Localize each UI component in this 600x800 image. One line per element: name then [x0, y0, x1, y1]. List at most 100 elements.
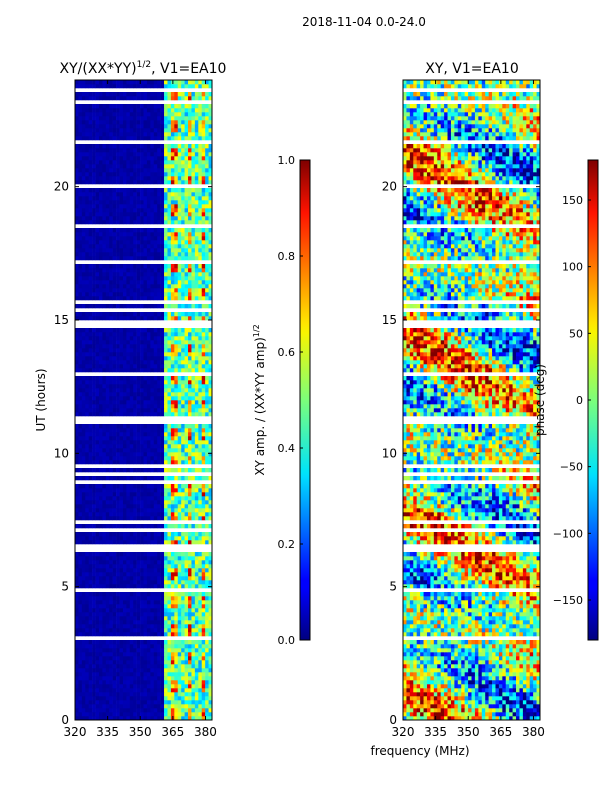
heatmap-cell [75, 552, 79, 557]
heatmap-cell [201, 188, 206, 193]
heatmap-cell [129, 696, 134, 701]
heatmap-cell [188, 504, 192, 509]
heatmap-cell [122, 672, 127, 677]
heatmap-cell [181, 180, 185, 185]
heatmap-cell [95, 176, 100, 181]
heatmap-cell [129, 404, 134, 409]
heatmap-cell [95, 288, 100, 293]
heatmap-cell [140, 500, 144, 505]
heatmap-cell [133, 148, 137, 153]
heatmap-cell [119, 580, 124, 585]
heatmap-cell [102, 348, 107, 353]
heatmap-cell [208, 156, 213, 161]
heatmap-cell [126, 428, 131, 433]
heatmap-cell [188, 292, 192, 297]
heatmap-cell [98, 552, 103, 557]
heatmap-cell [160, 484, 165, 489]
heatmap-cell [105, 580, 110, 585]
heatmap-cell [167, 216, 172, 221]
heatmap-cell [81, 624, 86, 629]
heatmap-cell [102, 572, 107, 577]
heatmap-cell [88, 284, 93, 289]
heatmap-cell [88, 460, 93, 465]
heatmap-cell [191, 532, 196, 537]
heatmap-cell [191, 148, 196, 153]
heatmap-cell [177, 672, 182, 677]
heatmap-cell [157, 256, 161, 261]
heatmap-cell [95, 152, 100, 157]
heatmap-cell [194, 448, 199, 453]
heatmap-cell [181, 312, 185, 317]
heatmap-cell [198, 620, 203, 625]
heatmap-cell [85, 612, 89, 617]
heatmap-cell [78, 152, 83, 157]
heatmap-cell [92, 432, 96, 437]
heatmap-cell [181, 240, 185, 245]
heatmap-cell [205, 364, 209, 369]
heatmap-cell [153, 196, 158, 201]
heatmap-cell [174, 432, 179, 437]
heatmap-cell [78, 576, 83, 581]
heatmap-cell [194, 400, 199, 405]
heatmap-cell [194, 256, 199, 261]
heatmap-cell [95, 668, 100, 673]
heatmap-cell [119, 412, 124, 417]
heatmap-cell [92, 496, 96, 501]
heatmap-cell [160, 612, 165, 617]
heatmap-cell [109, 436, 113, 441]
heatmap-cell [102, 584, 107, 589]
heatmap-cell [126, 576, 131, 581]
heatmap-cell [194, 292, 199, 297]
heatmap-cell [98, 448, 103, 453]
amplitude-title: XY/(XX*YY)1/2, V1=EA10 [60, 60, 227, 77]
heatmap-cell [170, 652, 175, 657]
heatmap-cell [105, 364, 110, 369]
heatmap-cell [75, 152, 79, 157]
heatmap-cell [92, 264, 96, 269]
heatmap-cell [105, 188, 110, 193]
heatmap-cell [153, 704, 158, 709]
heatmap-cell [88, 696, 93, 701]
heatmap-cell [198, 240, 203, 245]
heatmap-cell [170, 368, 175, 373]
heatmap-cell [78, 172, 83, 177]
heatmap-cell [194, 264, 199, 269]
heatmap-cell [85, 408, 89, 413]
heatmap-cell [78, 696, 83, 701]
heatmap-cell [201, 232, 206, 237]
heatmap-cell [177, 236, 182, 241]
heatmap-cell [102, 388, 107, 393]
heatmap-cell [88, 540, 93, 545]
heatmap-cell [78, 432, 83, 437]
heatmap-cell [88, 664, 93, 669]
heatmap-cell [129, 144, 134, 149]
heatmap-cell [164, 264, 168, 269]
heatmap-cell [119, 532, 124, 537]
heatmap-cell [105, 492, 110, 497]
heatmap-cell [184, 660, 189, 665]
heatmap-cell [160, 680, 165, 685]
heatmap-cell [170, 696, 175, 701]
heatmap-cell [75, 560, 79, 565]
heatmap-cell [153, 380, 158, 385]
heatmap-cell [160, 540, 165, 545]
heatmap-cell [177, 508, 182, 513]
heatmap-cell [75, 488, 79, 493]
heatmap-cell [85, 328, 89, 333]
heatmap-cell [109, 476, 113, 481]
heatmap-cell [129, 172, 134, 177]
heatmap-cell [112, 692, 117, 697]
heatmap-cell [153, 396, 158, 401]
heatmap-cell [201, 580, 206, 585]
heatmap-cell [116, 360, 120, 365]
heatmap-cell [146, 516, 151, 521]
heatmap-cell [146, 500, 151, 505]
heatmap-cell [102, 688, 107, 693]
heatmap-cell [119, 168, 124, 173]
heatmap-cell [102, 168, 107, 173]
heatmap-cell [150, 408, 155, 413]
heatmap-cell [194, 360, 199, 365]
heatmap-cell [181, 352, 185, 357]
heatmap-cell [153, 612, 158, 617]
heatmap-cell [122, 284, 127, 289]
